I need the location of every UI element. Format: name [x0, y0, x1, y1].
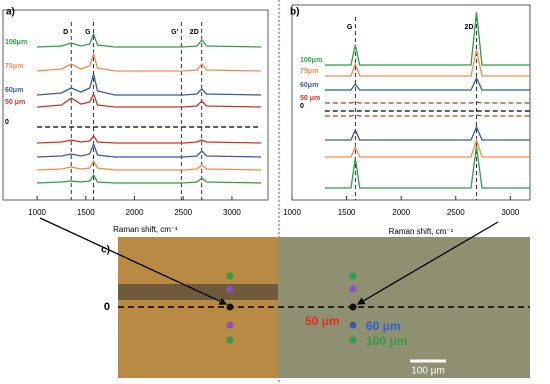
series-label: 0 [5, 119, 9, 126]
point [226, 272, 234, 280]
series-label: 50 μm [5, 99, 25, 106]
series-label: 60μm [5, 87, 23, 94]
series-label: 60μm [300, 82, 318, 89]
spectrum [37, 51, 262, 72]
spectrum [37, 73, 262, 96]
points [226, 272, 357, 344]
series-label: 50 μm [300, 95, 320, 102]
point [226, 285, 234, 293]
spectrum [324, 125, 530, 141]
spectrum [324, 137, 530, 158]
x-axis-label: Raman shift, cm⁻¹ [113, 225, 178, 234]
distance-label: 60 μm [366, 319, 401, 333]
arrow [356, 221, 499, 305]
distance-label: 50 μm [305, 314, 340, 328]
spectrum [324, 145, 530, 189]
peak-label: D [63, 29, 68, 36]
x-tick-label: 1500 [338, 208, 356, 217]
x-tick-label: 2500 [447, 208, 465, 217]
panel-label: c) [101, 245, 110, 256]
point [226, 303, 234, 311]
stripe [118, 284, 278, 300]
x-tick-label: 3000 [223, 208, 241, 217]
micrograph: c) 0 50 μm 60 μm 100 μm 100 μm [101, 237, 530, 378]
peak-label: 2D [190, 29, 199, 36]
spectrum [37, 92, 262, 108]
x-tick-label: 1000 [283, 208, 301, 217]
spectrum [37, 32, 262, 48]
spectrum [324, 114, 530, 117]
spectrum [37, 142, 262, 158]
series-label: 0 [300, 103, 304, 110]
panel-label: b) [290, 7, 299, 18]
spectrum [324, 49, 530, 77]
peak-label: G' [171, 29, 178, 36]
plot-frame [291, 4, 531, 201]
spectrum [324, 76, 530, 91]
spectrum [37, 173, 262, 184]
point [349, 285, 357, 293]
series-label: 100μm [5, 39, 27, 46]
plot-frame [2, 9, 269, 201]
point [349, 272, 357, 280]
x-tick-label: 1000 [28, 208, 46, 217]
spectrum [37, 134, 262, 144]
panel-label: a) [6, 7, 15, 18]
peak-label: 2D [465, 24, 474, 31]
point [349, 303, 357, 311]
peak-label: G [85, 29, 91, 36]
x-tick-label: 2000 [392, 208, 410, 217]
x-axis-label: Raman shift, cm⁻¹ [389, 227, 454, 236]
x-tick-label: 1500 [77, 208, 95, 217]
spectrum [324, 11, 530, 66]
point [349, 321, 357, 329]
point [226, 336, 234, 344]
point [226, 321, 234, 329]
series-label: 75μm [300, 68, 318, 75]
scale-bar-label: 100 μm [411, 366, 445, 377]
arrow [39, 217, 228, 305]
x-tick-label: 2000 [126, 208, 144, 217]
spectrum [324, 101, 530, 104]
peak-label: G [347, 24, 353, 31]
x-tick-label: 2500 [174, 208, 192, 217]
series-label: 100μm [300, 57, 322, 64]
series-label: 75μm [5, 63, 23, 70]
point [349, 336, 357, 344]
distance-label: 100 μm [366, 334, 407, 348]
zero-label: 0 [104, 301, 110, 313]
spectrum [37, 159, 262, 171]
x-tick-label: 3000 [501, 208, 519, 217]
